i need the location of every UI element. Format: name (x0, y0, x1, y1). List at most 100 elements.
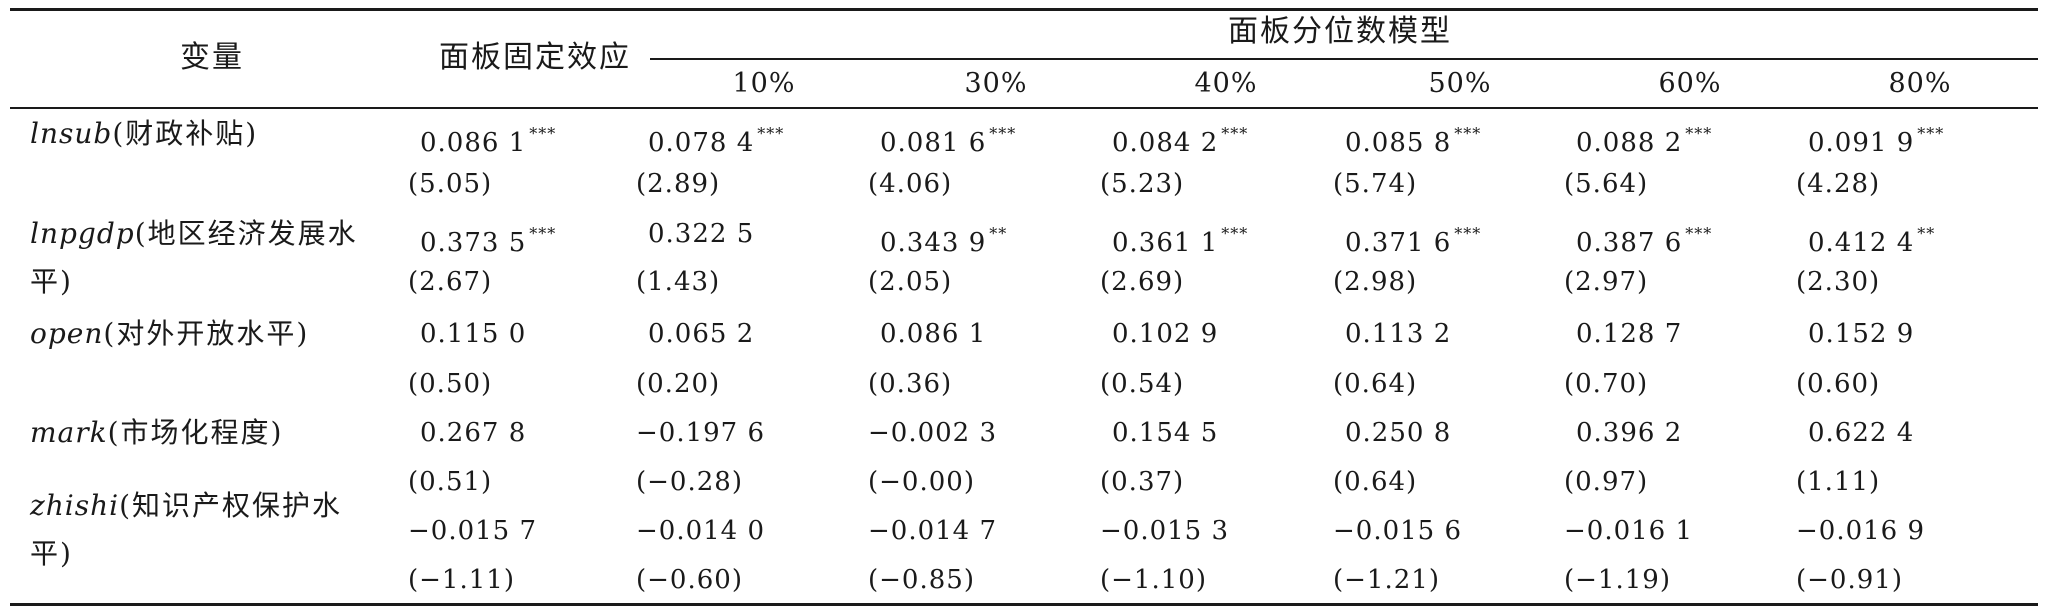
table-cell: (5.05) (408, 168, 492, 200)
table-cell: (−1.21) (1333, 564, 1440, 596)
table-cell: (5.64) (1564, 168, 1648, 200)
cell-value: −0.016 1 (1564, 516, 1694, 546)
cell-value: 0.371 6 (1345, 228, 1452, 258)
table-cell: (2.05) (868, 266, 952, 298)
bottom-rule (10, 603, 2038, 606)
quantile-header-rule (650, 58, 2038, 60)
table-cell: 0.152 9 (1808, 318, 1914, 350)
table-cell: −0.197 6 (636, 417, 765, 449)
cell-value: 0.113 2 (1345, 319, 1452, 349)
table-cell: (2.30) (1796, 266, 1880, 298)
significance-stars: *** (529, 124, 557, 143)
significance-stars: *** (989, 124, 1017, 143)
table-cell: (−0.91) (1796, 564, 1903, 596)
table-cell: 0.322 5 (648, 218, 754, 250)
header-quantile: 50% (1428, 68, 1492, 99)
table-cell: −0.002 3 (868, 417, 997, 449)
cell-value: 0.081 6 (880, 128, 987, 158)
table-cell: 0.091 9 *** (1808, 118, 1944, 159)
table-cell: −0.014 0 (636, 515, 765, 547)
cell-value: (0.50) (408, 369, 493, 399)
cell-value: (5.23) (1100, 169, 1185, 199)
cell-value: (−0.85) (868, 565, 975, 595)
table-cell: 0.065 2 (648, 318, 754, 350)
cell-value: −0.014 0 (636, 516, 766, 546)
table-cell: (−1.19) (1564, 564, 1671, 596)
table-cell: 0.088 2 *** (1576, 118, 1712, 159)
table-cell: 0.086 1 *** (420, 118, 556, 159)
table-cell: (0.20) (636, 368, 720, 400)
table-cell: (−1.11) (408, 564, 515, 596)
cell-value: (4.06) (868, 169, 953, 199)
table-cell: 0.084 2 *** (1112, 118, 1248, 159)
header-quantile: 40% (1194, 68, 1258, 99)
cell-value: 0.091 9 (1808, 128, 1915, 158)
cell-value: (0.64) (1333, 467, 1418, 497)
table-cell: (−1.10) (1100, 564, 1207, 596)
variable-label-zhishi-cont: 平) (30, 537, 73, 570)
cell-value: (0.20) (636, 369, 721, 399)
significance-stars: ** (989, 224, 1008, 243)
table-cell: (0.51) (408, 466, 492, 498)
cell-value: 0.102 9 (1112, 319, 1219, 349)
cell-value: 0.343 9 (880, 228, 987, 258)
table-cell: 0.081 6 *** (880, 118, 1016, 159)
cell-value: (1.11) (1796, 467, 1881, 497)
significance-stars: *** (1685, 224, 1713, 243)
table-cell: (2.69) (1100, 266, 1184, 298)
cell-value: −0.014 7 (868, 516, 998, 546)
table-cell: 0.102 9 (1112, 318, 1218, 350)
top-rule (10, 8, 2038, 11)
table-cell: 0.086 1 (880, 318, 986, 350)
cell-value: 0.412 4 (1808, 228, 1915, 258)
significance-stars: *** (757, 124, 785, 143)
cell-value: (5.64) (1564, 169, 1649, 199)
table-cell: (−0.85) (868, 564, 975, 596)
table-cell: (0.54) (1100, 368, 1184, 400)
table-cell: −0.015 3 (1100, 515, 1229, 547)
table-cell: (4.28) (1796, 168, 1880, 200)
table-cell: (2.98) (1333, 266, 1417, 298)
cell-value: 0.086 1 (420, 128, 527, 158)
cell-value: 0.152 9 (1808, 319, 1915, 349)
table-cell: 0.373 5 *** (420, 218, 556, 259)
cell-value: (0.37) (1100, 467, 1185, 497)
variable-label-lnsub: lnsub(财政补贴) (30, 117, 259, 150)
variable-label-open: open(对外开放水平) (30, 317, 310, 350)
table-cell: 0.361 1 *** (1112, 218, 1248, 259)
cell-value: 0.065 2 (648, 319, 755, 349)
table-cell: 0.113 2 (1345, 318, 1451, 350)
cell-value: 0.250 8 (1345, 418, 1452, 448)
cell-value: 0.267 8 (420, 418, 527, 448)
cell-value: −0.015 6 (1333, 516, 1463, 546)
table-cell: 0.396 2 (1576, 417, 1682, 449)
table-cell: 0.085 8 *** (1345, 118, 1481, 159)
table-cell: 0.371 6 *** (1345, 218, 1481, 259)
cell-value: (4.28) (1796, 169, 1881, 199)
table-cell: 0.267 8 (420, 417, 526, 449)
header-variable: 变量 (180, 40, 244, 75)
variable-label-zhishi: zhishi(知识产权保护水 (30, 489, 343, 522)
significance-stars: *** (529, 224, 557, 243)
cell-value: −0.197 6 (636, 418, 766, 448)
cell-value: (2.69) (1100, 267, 1185, 297)
cell-value: (−0.28) (636, 467, 743, 497)
header-quantile: 60% (1658, 68, 1722, 99)
table-cell: (0.60) (1796, 368, 1880, 400)
table-cell: (0.37) (1100, 466, 1184, 498)
cell-value: 0.128 7 (1576, 319, 1683, 349)
cell-value: (0.70) (1564, 369, 1649, 399)
table-cell: −0.015 7 (408, 515, 537, 547)
cell-value: (0.51) (408, 467, 493, 497)
header-quantile: 10% (732, 68, 796, 99)
cell-value: (2.30) (1796, 267, 1881, 297)
cell-value: (−1.19) (1564, 565, 1671, 595)
table-cell: 0.250 8 (1345, 417, 1451, 449)
cell-value: 0.154 5 (1112, 418, 1219, 448)
table-cell: (1.11) (1796, 466, 1880, 498)
cell-value: (−1.10) (1100, 565, 1207, 595)
table-cell: (−0.28) (636, 466, 743, 498)
table-cell: 0.622 4 (1808, 417, 1914, 449)
significance-stars: *** (1917, 124, 1945, 143)
header-fixed-effect: 面板固定效应 (439, 40, 631, 75)
